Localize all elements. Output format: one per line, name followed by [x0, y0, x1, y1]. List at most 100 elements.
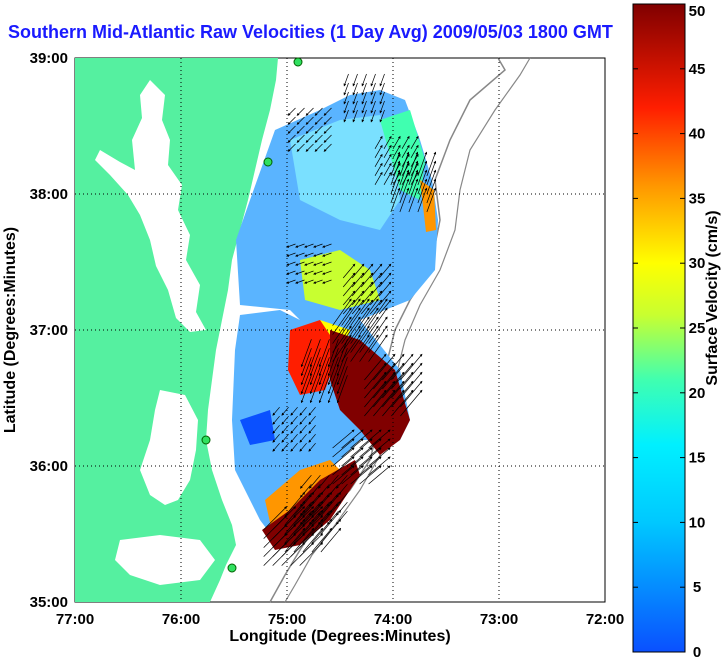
colorbar-label: Surface Velocity (cm/s) [704, 210, 721, 385]
velocity-arrow [417, 187, 428, 213]
velocity-arrow [299, 406, 307, 416]
velocity-arrow [359, 438, 382, 458]
velocity-arrow [359, 429, 382, 449]
velocity-arrow [296, 116, 305, 125]
velocity-arrow [352, 100, 358, 114]
velocity-arrow [383, 153, 392, 167]
velocity-arrow [272, 415, 280, 425]
velocity-arrow [343, 73, 349, 87]
velocity-arrow [390, 151, 401, 177]
y-tick-label: 39:00 [30, 50, 68, 67]
velocity-arrow [311, 500, 333, 526]
velocity-arrow [391, 380, 414, 408]
velocity-arrow [322, 261, 332, 266]
velocity-arrow [296, 134, 305, 143]
velocity-arrow [295, 261, 305, 266]
velocity-arrow [311, 491, 333, 517]
chart-title: Southern Mid-Atlantic Raw Velocities (1 … [8, 22, 613, 42]
velocity-arrow [351, 272, 365, 288]
velocity-arrow [290, 442, 298, 452]
velocity-arrow [309, 366, 321, 395]
velocity-arrow [382, 353, 405, 381]
velocity-arrow [304, 252, 314, 257]
velocity-arrow [305, 116, 314, 125]
velocity-arrow [343, 82, 349, 96]
y-tick-label: 38:00 [30, 186, 68, 203]
colorbar-tick-label: 30 [689, 255, 706, 272]
velocity-arrow [320, 509, 342, 535]
velocity-arrow [350, 298, 370, 326]
velocity-arrow [383, 171, 392, 185]
velocity-arrow [309, 348, 321, 377]
velocity-arrow [281, 433, 289, 443]
velocity-arrow [287, 125, 296, 134]
velocity-arrow [426, 169, 437, 195]
velocity-arrow [281, 442, 289, 452]
velocity-arrow [322, 252, 332, 257]
velocity-arrow [351, 263, 365, 279]
velocity-arrow [290, 506, 315, 530]
velocity-arrow [364, 389, 387, 417]
velocity-arrow [379, 109, 385, 123]
velocity-arrow [379, 73, 385, 87]
velocity-arrow [351, 281, 365, 297]
velocity-arrow [361, 73, 367, 87]
velocity-arrow [318, 375, 330, 404]
velocity-arrow [314, 134, 323, 143]
y-axis-label: Latitude (Degrees:Minutes) [2, 227, 19, 433]
velocity-arrow [378, 263, 392, 279]
colorbar-tick-label: 10 [689, 514, 706, 531]
velocity-arrow [287, 116, 296, 125]
velocity-arrow [359, 316, 379, 344]
velocity-arrow [399, 151, 410, 177]
velocity-arrow [341, 465, 364, 485]
velocity-arrow [364, 380, 387, 408]
velocity-arrow [370, 82, 376, 96]
velocity-arrow [383, 162, 392, 176]
velocity-arrow [382, 362, 405, 390]
velocity-arrow [286, 252, 296, 257]
velocity-arrow [417, 160, 428, 186]
velocity-arrow [327, 339, 339, 368]
velocity-arrow [360, 272, 374, 288]
colorbar-tick-label: 0 [693, 644, 701, 659]
velocity-arrow [300, 339, 312, 368]
velocity-arrow [296, 107, 305, 116]
velocity-arrow [293, 491, 315, 517]
colorbar [632, 3, 686, 653]
velocity-arrow [320, 527, 342, 553]
velocity-arrow [313, 243, 323, 248]
velocity-arrow [401, 144, 410, 158]
velocity-arrow [359, 307, 379, 335]
velocity-arrow [293, 527, 315, 553]
velocity-arrow [300, 348, 312, 377]
velocity-arrow [281, 506, 306, 530]
velocity-arrow [359, 447, 382, 467]
velocity-arrow [399, 178, 410, 204]
velocity-arrow [370, 109, 376, 123]
velocity-arrow [373, 362, 396, 390]
velocity-arrow [309, 357, 321, 386]
velocity-arrow [336, 375, 348, 404]
velocity-arrow [290, 415, 298, 425]
velocity-arrow [313, 270, 323, 275]
velocity-arrow [342, 290, 356, 306]
velocity-arrow [417, 151, 428, 177]
velocity-arrow [327, 375, 339, 404]
velocity-arrow [332, 298, 352, 326]
velocity-arrow [342, 299, 356, 315]
velocity-arrow [352, 82, 358, 96]
y-tick-label: 35:00 [30, 594, 68, 611]
velocity-arrow [361, 82, 367, 96]
velocity-arrow [322, 243, 332, 248]
velocity-arrow [286, 279, 296, 284]
velocity-arrow [318, 348, 330, 377]
velocity-arrow [368, 334, 388, 362]
velocity-arrow [287, 107, 296, 116]
velocity-arrow [350, 447, 373, 467]
velocity-arrow [318, 339, 330, 368]
x-axis-label: Longitude (Degrees:Minutes) [229, 628, 450, 645]
velocity-arrow [374, 153, 383, 167]
velocity-arrow [352, 73, 358, 87]
